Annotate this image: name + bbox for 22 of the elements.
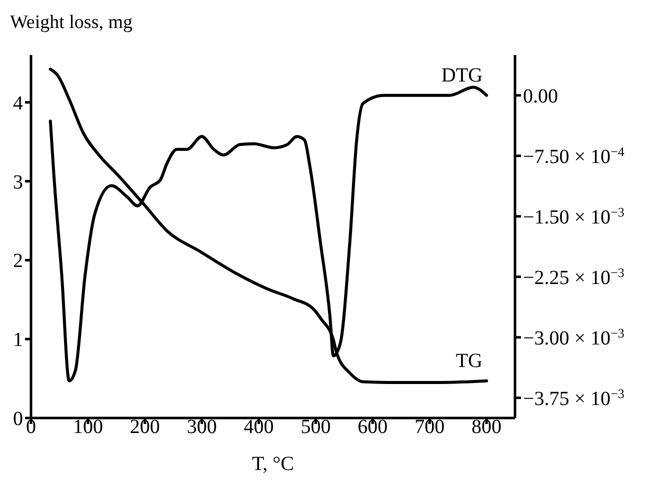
y-tick-label: 2 xyxy=(13,250,23,272)
y2-tick-label: −3.00 × 10$^{−3}$ xyxy=(523,324,624,350)
y-tick-label: 3 xyxy=(13,171,23,194)
x-tick-label: 400 xyxy=(244,416,274,438)
x-tick-label: 300 xyxy=(186,416,217,438)
series-label: TG xyxy=(456,350,483,372)
x-tick-label: 800 xyxy=(472,416,502,438)
series-label: DTG xyxy=(441,64,483,86)
y-axis-title: Weight loss, mg xyxy=(10,12,132,34)
y2-tick-label: −3.75 × 10$^{−3}$ xyxy=(523,385,624,410)
y2-tick-label: −2.25 × 10$^{−3}$ xyxy=(523,264,624,289)
y-tick-label: 4 xyxy=(13,92,23,114)
x-tick-label: 100 xyxy=(72,416,103,438)
x-tick-label: 200 xyxy=(130,416,160,438)
x-tick-label: 500 xyxy=(300,416,331,438)
y2-tick-label: −7.50 × 10$^{−4}$ xyxy=(523,143,625,168)
x-tick-label: 600 xyxy=(358,416,388,438)
y2-tick-label: −1.50 × 10$^{−3}$ xyxy=(523,204,624,228)
x-axis-title: T, °C xyxy=(252,453,294,475)
x-tick-label: 700 xyxy=(414,416,445,438)
y-tick-label: 1 xyxy=(13,329,23,352)
y2-tick-label: 0.00 xyxy=(523,85,558,108)
